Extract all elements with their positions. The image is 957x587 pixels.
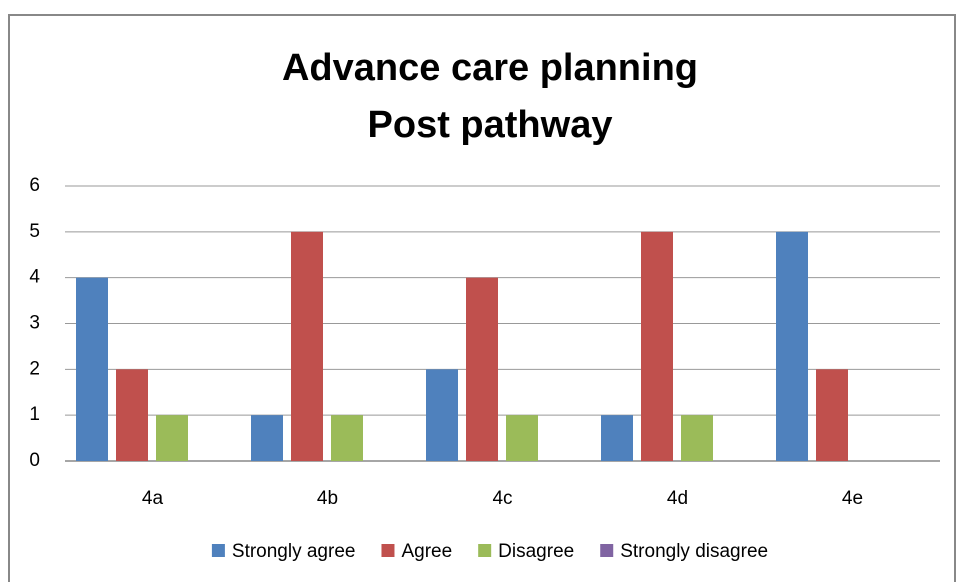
bar <box>776 231 808 461</box>
bar <box>291 231 323 461</box>
legend-label: Agree <box>401 541 452 562</box>
y-tick-label: 3 <box>29 313 40 334</box>
x-tick-label: 4b <box>317 488 338 509</box>
legend-label: Disagree <box>498 541 574 562</box>
legend-swatch <box>478 544 492 557</box>
y-tick-label: 1 <box>29 404 40 425</box>
bar <box>331 415 363 461</box>
x-tick-label: 4a <box>142 488 164 509</box>
y-tick-label: 4 <box>29 267 40 288</box>
y-tick-label: 0 <box>29 450 40 471</box>
x-tick-label: 4c <box>492 488 512 509</box>
legend-swatch <box>381 544 395 557</box>
bar <box>816 369 848 461</box>
bar <box>116 369 148 461</box>
y-tick-label: 5 <box>29 221 40 242</box>
x-tick-label: 4d <box>667 488 688 509</box>
legend-label: Strongly disagree <box>620 541 768 562</box>
bar <box>641 231 673 461</box>
bar <box>251 415 283 461</box>
chart-subtitle: Post pathway <box>368 104 613 146</box>
bar <box>76 277 108 461</box>
bar <box>506 415 538 461</box>
bar <box>466 277 498 461</box>
legend-swatch <box>600 544 614 557</box>
legend-swatch <box>211 544 225 557</box>
bar <box>601 415 633 461</box>
bar <box>681 415 713 461</box>
x-tick-label: 4e <box>842 488 863 509</box>
bar <box>156 415 188 461</box>
y-tick-label: 2 <box>29 358 40 379</box>
y-tick-label: 6 <box>29 175 40 196</box>
legend-label: Strongly agree <box>232 541 356 562</box>
chart-title: Advance care planning <box>282 47 698 89</box>
bar <box>426 369 458 461</box>
